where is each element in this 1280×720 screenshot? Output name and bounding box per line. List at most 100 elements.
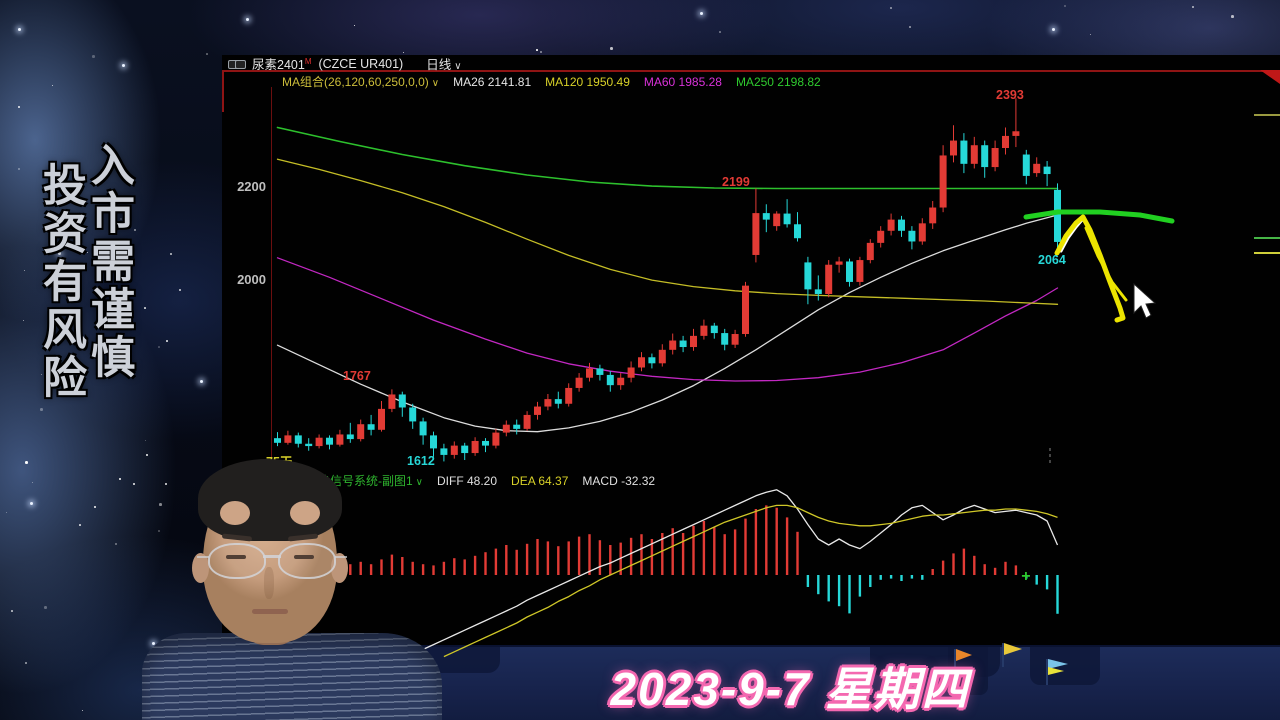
candle-body (388, 394, 396, 409)
candle-body (846, 261, 853, 282)
candle-body (305, 443, 313, 447)
flag-pole (954, 649, 956, 675)
star (82, 710, 84, 712)
star (6, 512, 8, 514)
date-banner: 2023-9-7 星期四 (610, 663, 970, 715)
candle-body (731, 334, 739, 345)
candle-body (409, 407, 417, 422)
symbol-title: 尿素2401M (252, 54, 311, 73)
presenter-hair (198, 459, 342, 541)
panel-left-border (222, 70, 224, 112)
star (890, 7, 892, 9)
candle-body (274, 438, 281, 443)
star (610, 47, 613, 50)
star (909, 26, 911, 28)
candle-body (617, 377, 625, 386)
star (87, 252, 89, 254)
title-divider (222, 70, 1280, 72)
star (540, 51, 543, 54)
indicator-value-diff: DIFF 48.20 (437, 473, 498, 488)
candle-body (502, 424, 510, 433)
ma-line-ma26 (276, 214, 1059, 433)
ma-settings-bar: MA组合(26,120,60,250,0,0) ∨ MA26 2141.81 MA1… (282, 73, 821, 90)
candle-body (658, 349, 666, 364)
star (152, 642, 155, 645)
candle-body (1033, 163, 1041, 174)
price-axis-line (271, 87, 272, 470)
price-label: 2393 (996, 88, 1024, 102)
star (92, 55, 95, 58)
star (122, 64, 125, 67)
freehand-annotation (1054, 214, 1126, 323)
candle-body (627, 367, 635, 378)
presenter-nose (264, 567, 274, 599)
star (166, 340, 168, 342)
ma-value-ma26: MA26 2141.81 (453, 74, 532, 89)
ma-value-ma60: MA60 1985.28 (643, 74, 722, 89)
macd-dea-line (443, 504, 1058, 658)
candle-body (991, 148, 999, 168)
candle-body (742, 285, 749, 335)
star (1052, 28, 1055, 31)
candle-body (346, 434, 354, 440)
candle-body (1012, 131, 1020, 136)
period-dropdown[interactable]: 日线 ∨ (426, 58, 462, 72)
candle-body (471, 440, 479, 454)
star (1090, 34, 1092, 36)
candle-body (690, 335, 697, 348)
chevron-down-icon: ∨ (415, 477, 423, 488)
star (79, 524, 81, 526)
watermark-caution-text: 入市需谨慎 (84, 142, 133, 382)
candle-body (762, 213, 770, 220)
candle-body (326, 437, 333, 445)
star (115, 543, 118, 546)
star (179, 289, 181, 291)
candle-body (877, 230, 885, 243)
flag-pole (1046, 659, 1048, 685)
candle-body (294, 435, 302, 444)
flag-icon (1048, 659, 1068, 669)
candle-body (887, 219, 895, 231)
presenter-eye (294, 555, 314, 559)
star (170, 253, 172, 255)
ma-group-dropdown[interactable]: MA组合(26,120,60,250,0,0) ∨ (282, 75, 440, 89)
star (23, 320, 24, 321)
star (30, 502, 33, 505)
candle-body (378, 408, 385, 430)
star (145, 440, 146, 441)
price-label: 1612 (407, 454, 435, 468)
star (24, 270, 25, 271)
candle-body (866, 242, 874, 261)
signal-plus-marker: + (1021, 568, 1030, 585)
candle-body (908, 230, 916, 242)
candle-body (419, 421, 427, 436)
star (165, 483, 167, 485)
star (403, 52, 405, 54)
ma-line-ma250 (276, 126, 1059, 190)
star (158, 346, 160, 348)
star (129, 261, 130, 262)
candle-body (835, 261, 843, 265)
star (25, 461, 28, 464)
star (57, 286, 59, 288)
candle-body (440, 448, 448, 455)
star (159, 503, 162, 506)
hairline-notch (220, 501, 250, 525)
chevron-down-icon: ∨ (454, 61, 462, 72)
candle-body (430, 435, 437, 449)
star (18, 168, 20, 170)
star (40, 408, 43, 411)
star (700, 12, 703, 15)
ma-line-ma60 (276, 257, 1059, 382)
candle-body (586, 368, 593, 378)
link-icon[interactable] (228, 59, 246, 69)
freehand-annotation (1023, 209, 1175, 224)
price-label: 2064 (1038, 253, 1066, 267)
candle-body (752, 213, 760, 255)
ma-values: MA26 2141.81 MA120 1950.49 MA60 1985.28 MA2… (453, 75, 821, 89)
candle-body (1043, 166, 1051, 175)
star (18, 106, 21, 109)
star (120, 218, 123, 221)
y-axis-tick: 2000 (237, 272, 266, 287)
